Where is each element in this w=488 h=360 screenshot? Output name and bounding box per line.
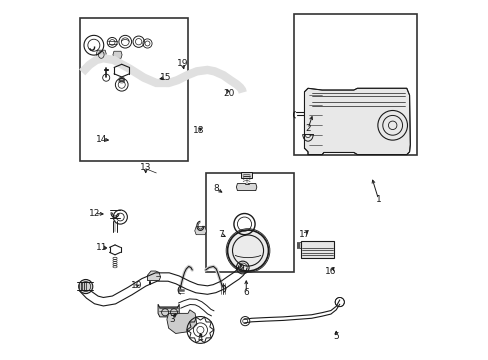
Text: 10: 10 (131, 282, 142, 290)
Text: 8: 8 (213, 184, 219, 193)
Bar (205, 173, 293, 272)
Text: 19: 19 (177, 59, 188, 68)
Polygon shape (302, 242, 309, 249)
Bar (84, 282, 86, 290)
Text: 17: 17 (298, 230, 309, 239)
Bar (79, 282, 81, 290)
Polygon shape (79, 54, 246, 94)
Bar (293, 14, 417, 155)
Text: 14: 14 (96, 135, 107, 144)
Text: 1: 1 (375, 195, 381, 204)
Polygon shape (158, 304, 179, 317)
Text: 11: 11 (96, 243, 107, 252)
Text: 4: 4 (197, 334, 203, 343)
Text: 16: 16 (325, 267, 336, 276)
Text: 6: 6 (243, 288, 248, 297)
Text: 15: 15 (160, 73, 172, 82)
Bar (81, 282, 83, 290)
Bar (300, 241, 334, 258)
Bar (301, 242, 303, 248)
Text: 2: 2 (305, 124, 310, 133)
Circle shape (225, 229, 269, 273)
Text: 9: 9 (238, 264, 244, 273)
Bar (81, 18, 188, 161)
Polygon shape (147, 271, 160, 280)
Text: 5: 5 (333, 333, 338, 342)
Text: 12: 12 (89, 209, 100, 218)
Bar (241, 172, 251, 178)
Polygon shape (304, 88, 409, 154)
Text: 3: 3 (169, 315, 175, 324)
Bar (296, 242, 298, 248)
Polygon shape (96, 50, 106, 57)
Polygon shape (166, 310, 197, 333)
Text: 13: 13 (140, 163, 151, 172)
Polygon shape (194, 226, 206, 235)
Text: 20: 20 (223, 89, 234, 98)
Polygon shape (236, 184, 256, 190)
Polygon shape (113, 51, 122, 58)
Circle shape (79, 279, 93, 294)
Text: 7: 7 (218, 230, 224, 239)
Text: 18: 18 (192, 126, 204, 135)
Bar (299, 242, 300, 248)
